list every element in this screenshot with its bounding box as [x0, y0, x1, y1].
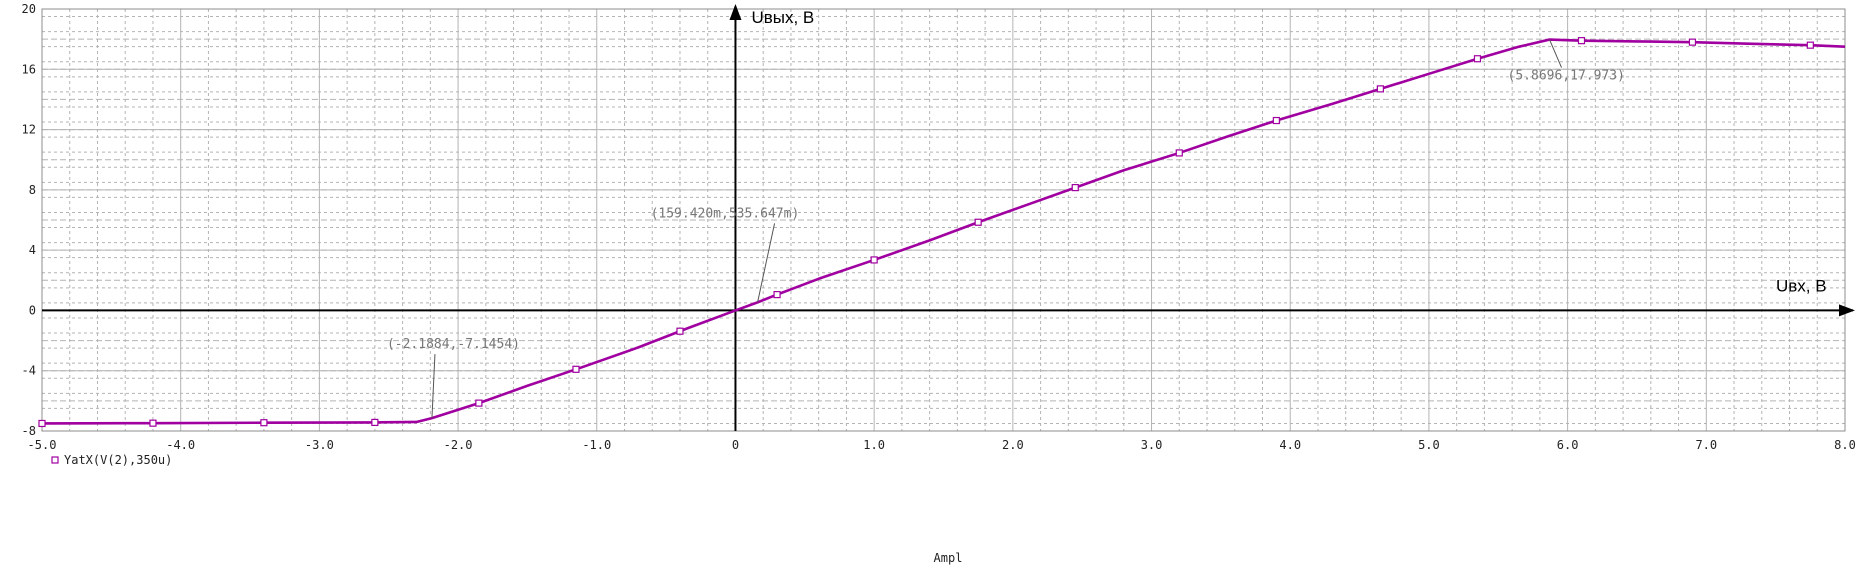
- y-tick-label: 20: [22, 2, 36, 16]
- series-marker: [371, 418, 379, 427]
- series-marker: [1806, 41, 1814, 49]
- grid: [41, 8, 1846, 432]
- series-line: [41, 38, 1846, 425]
- series-marker: [676, 327, 684, 335]
- y-tick-label: -8: [22, 424, 36, 438]
- series-marker: [1272, 116, 1280, 125]
- legend: YatX(V(2),350u): [51, 453, 172, 467]
- series-marker: [1577, 37, 1586, 45]
- series-marker: [1175, 149, 1183, 157]
- series-marker: [1473, 55, 1482, 63]
- x-tick-label: 8.0: [1834, 438, 1856, 452]
- series-marker: [773, 291, 781, 299]
- x-tick-label: -5.0: [28, 438, 57, 452]
- series: [38, 37, 1846, 428]
- y-tick-labels: -8 -4 0 4 8 12 16 20: [22, 2, 36, 438]
- legend-entry: YatX(V(2),350u): [64, 453, 172, 467]
- y-tick-label: 8: [29, 183, 36, 197]
- annotation-leader: [431, 354, 436, 419]
- series-marker: [38, 419, 46, 428]
- y-tick-label: 16: [22, 62, 36, 76]
- series-marker: [149, 419, 157, 427]
- x-tick-label: 0: [732, 438, 739, 452]
- y-axis-name: Uвых, В: [751, 8, 814, 27]
- plot-frame: [41, 8, 1846, 432]
- x-tick-label: 5.0: [1418, 438, 1440, 452]
- y-tick-label: -4: [22, 364, 36, 378]
- x-tick-label: 2.0: [1002, 438, 1024, 452]
- series-marker: [1376, 85, 1384, 93]
- x-tick-label: -2.0: [444, 438, 473, 452]
- x-axis-name: Uвх, В: [1776, 276, 1827, 295]
- series-marker: [870, 256, 878, 264]
- annotation-label: (-2.1884,-7.1454): [387, 337, 520, 352]
- x-tick-label: 7.0: [1695, 438, 1717, 452]
- annotation-leader: [757, 223, 776, 303]
- series-marker: [475, 399, 483, 407]
- legend-marker: [51, 456, 59, 464]
- x-tick-label: 4.0: [1279, 438, 1301, 452]
- annotation-label: (159.420m,535.647m): [651, 206, 800, 221]
- y-tick-label: 4: [29, 243, 36, 257]
- x-tick-label: -4.0: [166, 438, 195, 452]
- series-marker: [1071, 183, 1079, 192]
- series-marker: [572, 365, 580, 373]
- series-marker: [1688, 38, 1697, 46]
- x-tick-label: 3.0: [1141, 438, 1163, 452]
- annotation-label: (5.8696,17.973): [1508, 69, 1625, 84]
- y-tick-label: 12: [22, 123, 36, 137]
- axes: [42, 4, 1855, 431]
- y-axis-arrow: [729, 4, 742, 20]
- x-axis-label: Ampl: [934, 551, 963, 565]
- series-marker: [974, 218, 982, 226]
- x-tick-label: -3.0: [305, 438, 334, 452]
- annotations: (5.8696,17.973) (159.420m,535.647m) (-2.18…: [387, 39, 1625, 419]
- series-marker: [260, 419, 268, 427]
- y-tick-label: 0: [29, 303, 36, 317]
- x-tick-label: 1.0: [863, 438, 885, 452]
- x-tick-label: 6.0: [1557, 438, 1579, 452]
- annotation-leader: [1549, 39, 1562, 68]
- x-tick-labels: -5.0 -4.0 -3.0 -2.0 -1.0 0 1.0 2.0 3.0 4.0 5.0 6.0 7…: [28, 438, 1856, 452]
- x-tick-label: -1.0: [582, 438, 611, 452]
- x-axis-arrow: [1839, 304, 1855, 317]
